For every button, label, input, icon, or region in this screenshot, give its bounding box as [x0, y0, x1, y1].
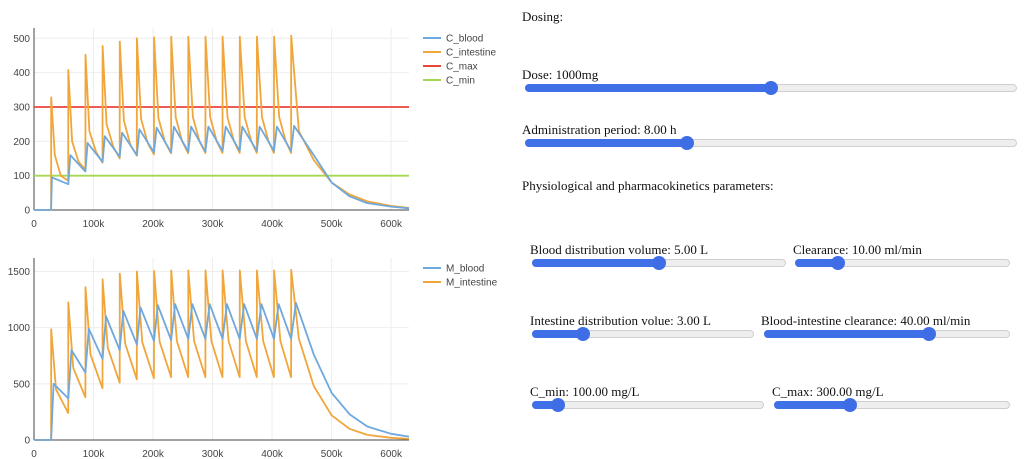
mass-plot: 0 100k 200k 300k 400k 500k 600k 0 500 1000 1500 M_b… — [8, 258, 498, 459]
legend-label: C_intestine — [446, 48, 496, 59]
legend-label: C_blood — [446, 34, 483, 45]
legend-label: M_intestine — [446, 278, 498, 289]
concentration-chart: 0 100k 200k 300k 400k 500k 600k 0 100 200 300 400 50… — [0, 0, 512, 229]
legend-label: M_blood — [446, 264, 484, 275]
x-tick-label: 100k — [83, 219, 106, 229]
slider-fill — [532, 259, 659, 267]
physio-heading: Physiological and pharmacokinetics param… — [522, 178, 774, 193]
legend-label: C_min — [446, 76, 475, 87]
legend: C_blood C_intestine C_max C_min — [423, 34, 496, 87]
dose-label: Dose: 1000mg — [522, 67, 599, 82]
cmin-label: C_min: 100.00 mg/L — [530, 384, 640, 399]
concentration-plot: 0 100k 200k 300k 400k 500k 600k 0 100 200 300 400 50… — [13, 28, 496, 229]
slider-fill — [532, 330, 584, 338]
slider-thumb[interactable] — [764, 81, 778, 95]
cmin-slider[interactable] — [532, 398, 764, 412]
cmax-label: C_max: 300.00 mg/L — [772, 384, 884, 399]
y-tick-label: 100 — [13, 171, 30, 182]
y-tick-label: 200 — [13, 137, 30, 148]
period-slider[interactable] — [525, 136, 1017, 150]
slider-fill — [764, 330, 929, 338]
x-tick-label: 500k — [321, 219, 344, 229]
y-tick-label: 400 — [13, 68, 30, 79]
x-tick-label: 100k — [83, 449, 106, 459]
blood-volume-slider[interactable] — [532, 256, 786, 270]
x-tick-label: 300k — [202, 449, 225, 459]
slider-fill — [795, 259, 838, 267]
period-label: Administration period: 8.00 h — [522, 122, 677, 137]
x-tick-label: 0 — [31, 449, 37, 459]
x-tick-label: 300k — [202, 219, 225, 229]
legend-label: C_max — [446, 62, 478, 73]
y-tick-label: 500 — [13, 34, 30, 45]
grid — [34, 28, 409, 210]
clearance-slider[interactable] — [795, 256, 1010, 270]
slider-thumb[interactable] — [831, 256, 845, 270]
x-tick-label: 400k — [261, 219, 284, 229]
slider-thumb[interactable] — [576, 327, 591, 341]
grid — [34, 258, 409, 440]
mass-chart: 0 100k 200k 300k 400k 500k 600k 0 500 1000 1500 M_b… — [0, 230, 512, 459]
intestine-volume-slider[interactable] — [532, 327, 754, 341]
slider-thumb[interactable] — [550, 398, 565, 412]
slider-track[interactable] — [532, 401, 764, 409]
y-tick-label: 500 — [13, 379, 30, 390]
dose-slider[interactable] — [525, 81, 1017, 95]
slider-thumb[interactable] — [652, 256, 666, 270]
series-line-c-intestine — [34, 34, 410, 211]
series-line-c-blood — [34, 125, 410, 211]
blood-volume-label: Blood distribution volume: 5.00 L — [530, 242, 709, 257]
series-line-m-intestine — [34, 268, 410, 441]
clearance-label: Clearance: 10.00 ml/min — [793, 242, 922, 257]
slider-fill — [525, 84, 771, 92]
slider-fill — [532, 401, 558, 409]
x-tick-label: 500k — [321, 449, 344, 459]
slider-thumb[interactable] — [680, 136, 695, 150]
cmax-slider[interactable] — [774, 398, 1010, 412]
bi-clearance-label: Blood-intestine clearance: 40.00 ml/min — [761, 313, 971, 328]
series-line-m-blood — [34, 302, 410, 441]
slider-fill — [525, 139, 688, 147]
y-tick-label: 1500 — [8, 267, 31, 278]
x-tick-label: 200k — [142, 219, 165, 229]
y-tick-label: 0 — [24, 436, 30, 447]
y-tick-label: 1000 — [8, 323, 31, 334]
bi-clearance-slider[interactable] — [764, 327, 1010, 341]
legend: M_blood M_intestine — [423, 264, 498, 289]
y-tick-label: 0 — [24, 206, 30, 217]
slider-fill — [774, 401, 850, 409]
dosing-heading: Dosing: — [522, 9, 564, 24]
y-tick-label: 300 — [13, 102, 30, 113]
x-tick-label: 600k — [380, 449, 403, 459]
x-tick-label: 600k — [380, 219, 403, 229]
slider-thumb[interactable] — [921, 327, 936, 341]
intestine-volume-label: Intestine distribution volue: 3.00 L — [530, 313, 711, 328]
x-tick-label: 200k — [142, 449, 165, 459]
x-tick-label: 0 — [31, 219, 37, 229]
x-tick-label: 400k — [261, 449, 284, 459]
slider-thumb[interactable] — [842, 398, 857, 412]
